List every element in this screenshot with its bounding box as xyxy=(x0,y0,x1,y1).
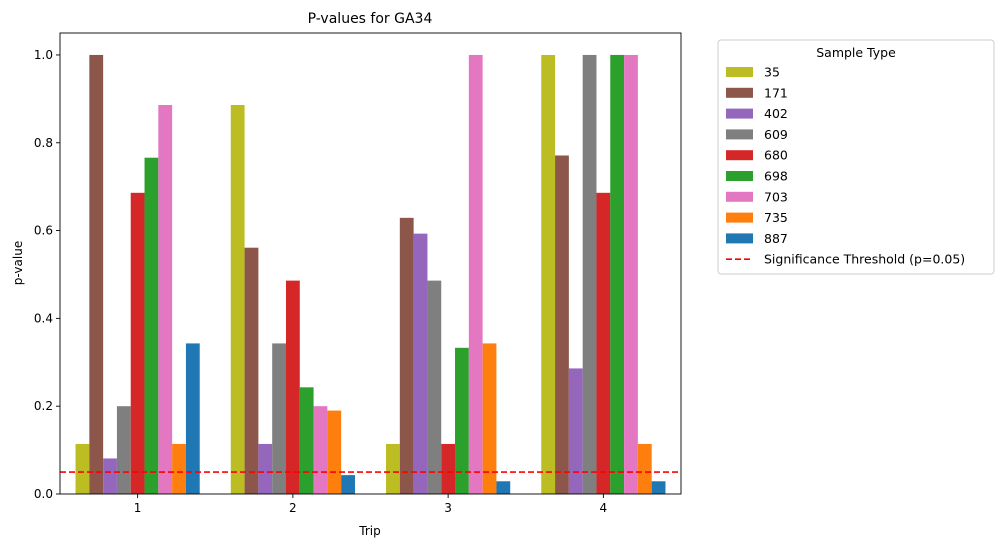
bar-trip4-sample35 xyxy=(541,54,556,494)
x-tick-label: 4 xyxy=(600,501,608,515)
bar-trip3-sample680 xyxy=(441,443,456,494)
y-axis-label: p-value xyxy=(11,241,25,285)
bar-trip4-sample402 xyxy=(568,368,583,494)
legend-title: Sample Type xyxy=(816,45,896,60)
legend-label-171: 171 xyxy=(764,85,788,100)
bar-trip3-sample402 xyxy=(413,233,428,494)
legend-swatch-698 xyxy=(726,171,753,181)
legend-swatch-680 xyxy=(726,150,753,161)
x-axis-label: Trip xyxy=(358,524,380,538)
legend-label-735: 735 xyxy=(764,210,788,225)
legend-label-703: 703 xyxy=(764,189,788,204)
bar-trip1-sample698 xyxy=(144,157,159,494)
legend-label-35: 35 xyxy=(764,65,780,80)
legend-swatch-402 xyxy=(726,108,753,119)
bar-trip2-sample402 xyxy=(258,443,273,494)
bar-trip2-sample680 xyxy=(285,280,300,494)
bar-trip1-sample35 xyxy=(75,443,90,494)
bar-trip3-sample609 xyxy=(427,280,442,494)
legend-swatch-171 xyxy=(726,87,753,98)
bar-trip1-sample887 xyxy=(185,343,200,494)
bar-trip4-sample609 xyxy=(582,54,597,494)
legend-label-threshold: Significance Threshold (p=0.05) xyxy=(764,252,965,267)
x-tick-label: 3 xyxy=(444,501,452,515)
bar-trip1-sample171 xyxy=(89,54,104,494)
bar-trip3-sample703 xyxy=(468,54,483,494)
bars-layer xyxy=(75,54,666,495)
legend-swatch-703 xyxy=(726,191,753,202)
y-tick-label: 0.6 xyxy=(34,224,53,238)
bar-trip4-sample680 xyxy=(596,192,611,494)
y-tick-label: 0.0 xyxy=(34,487,53,501)
legend-swatch-735 xyxy=(726,212,753,223)
bar-trip2-sample735 xyxy=(327,410,342,494)
bar-trip3-sample887 xyxy=(496,481,511,494)
x-axis: 1 2 3 4 xyxy=(134,494,607,515)
legend-label-402: 402 xyxy=(764,106,788,121)
bar-trip2-sample609 xyxy=(272,343,286,494)
bar-trip2-sample35 xyxy=(230,105,245,494)
bar-trip1-sample703 xyxy=(158,105,173,494)
y-tick-label: 0.8 xyxy=(34,136,53,150)
y-tick-label: 1.0 xyxy=(34,48,53,62)
legend-label-887: 887 xyxy=(764,231,788,246)
x-tick-label: 2 xyxy=(289,501,297,515)
legend-swatch-609 xyxy=(726,129,753,140)
legend-swatch-887 xyxy=(726,233,753,244)
bar-trip4-sample735 xyxy=(637,443,652,494)
bar-trip3-sample735 xyxy=(482,343,497,494)
bar-trip2-sample887 xyxy=(341,475,355,494)
bar-trip3-sample171 xyxy=(399,217,414,494)
bar-trip3-sample698 xyxy=(455,347,469,494)
bar-trip1-sample680 xyxy=(130,192,145,494)
bar-trip2-sample171 xyxy=(244,247,259,494)
bar-trip4-sample698 xyxy=(610,54,625,494)
legend-frame xyxy=(717,39,995,275)
x-tick-label: 1 xyxy=(134,501,142,515)
legend-label-680: 680 xyxy=(764,148,788,163)
bar-trip3-sample35 xyxy=(386,443,400,494)
legend: Sample Type 35 171 402 609 680 698 703 735 887 Si… xyxy=(717,39,995,275)
bar-trip4-sample703 xyxy=(624,54,638,494)
y-tick-label: 0.4 xyxy=(34,311,53,325)
bar-trip1-sample609 xyxy=(116,406,131,494)
legend-label-609: 609 xyxy=(764,127,788,142)
legend-label-698: 698 xyxy=(764,169,788,184)
chart-title: P-values for GA34 xyxy=(308,11,433,27)
legend-swatch-35 xyxy=(726,67,753,77)
bar-trip2-sample698 xyxy=(299,387,314,494)
bar-trip4-sample887 xyxy=(651,481,666,494)
bar-trip4-sample171 xyxy=(555,155,569,495)
plot-frame xyxy=(59,32,682,495)
y-tick-label: 0.2 xyxy=(34,399,53,413)
bar-trip1-sample735 xyxy=(172,443,186,494)
bar-trip1-sample402 xyxy=(103,458,117,494)
bar-trip2-sample703 xyxy=(313,406,328,494)
y-axis: 0.0 0.2 0.4 0.6 0.8 1.0 xyxy=(34,48,60,501)
